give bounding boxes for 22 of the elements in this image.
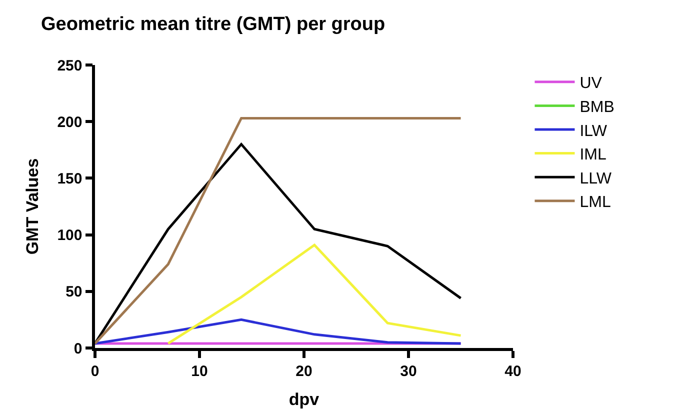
x-tick-label: 40 (504, 362, 522, 380)
y-tick-label: 150 (57, 170, 82, 188)
y-tick-label: 200 (57, 114, 82, 131)
y-tick-label: 0 (74, 340, 82, 358)
legend-label: BMB (580, 98, 614, 116)
y-tick-label: 50 (66, 284, 82, 301)
x-tick-label: 30 (400, 362, 417, 380)
y-axis-title: GMT Values (22, 158, 42, 255)
legend-label: ILW (580, 122, 608, 140)
legend-label: UV (580, 75, 602, 92)
legend-label: LML (580, 194, 611, 212)
line-series (95, 318, 462, 345)
y-tick-label: 250 (57, 57, 82, 74)
legend-label: LLW (580, 170, 612, 188)
y-tick-label: 100 (57, 227, 82, 244)
legend-label: IML (580, 146, 606, 164)
chart-title: Geometric mean titre (GMT) per group (40, 14, 386, 36)
x-tick-label: 0 (90, 362, 100, 380)
x-tick-label: 10 (191, 362, 208, 380)
x-tick-label: 20 (296, 362, 312, 380)
x-axis-title: dpv (288, 390, 320, 410)
line-series (166, 244, 462, 345)
